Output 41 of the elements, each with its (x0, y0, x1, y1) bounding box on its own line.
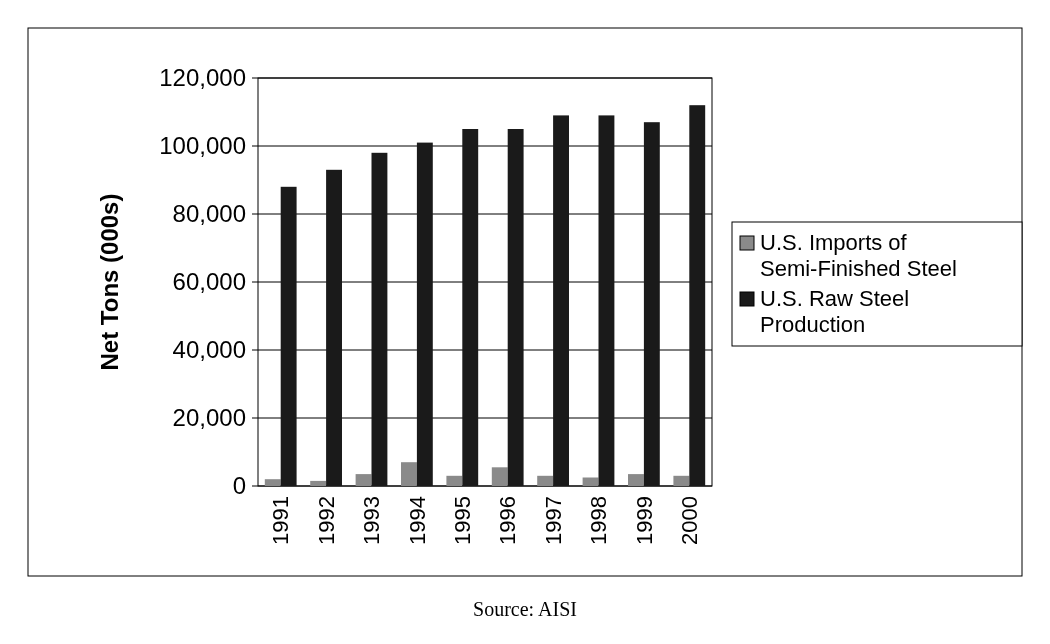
bar (507, 129, 524, 486)
x-tick-label: 1993 (359, 496, 385, 545)
x-tick-label: 1997 (540, 496, 566, 545)
x-tick-label: 1995 (450, 496, 475, 545)
bar (401, 462, 417, 486)
bar (643, 122, 660, 486)
y-tick-label: 120,000 (159, 64, 246, 92)
x-tick-label: 1994 (404, 496, 430, 545)
bar (355, 474, 372, 486)
y-tick-label: 60,000 (172, 268, 246, 296)
bar (628, 474, 644, 486)
bar (326, 169, 342, 486)
legend-label: U.S. Imports of Semi-Finished Steel (760, 230, 957, 281)
y-tick-label: 0 (232, 472, 246, 500)
x-tick-label: 1999 (631, 496, 657, 545)
bar (689, 105, 706, 486)
bar (310, 480, 327, 486)
bar (537, 475, 554, 486)
x-tick-label: 2000 (677, 496, 702, 545)
bar (582, 477, 599, 486)
bar (673, 475, 690, 486)
x-tick-label: 1996 (495, 496, 521, 545)
y-tick-label: 40,000 (172, 336, 246, 364)
x-tick-label: 1991 (268, 496, 294, 545)
x-tick-label: 1998 (586, 496, 612, 545)
bar (553, 115, 569, 486)
x-tick-label: 1992 (313, 496, 339, 545)
bar (491, 467, 508, 486)
legend-label: U.S. Raw Steel Production (760, 286, 910, 337)
bar (446, 475, 463, 486)
bar (264, 479, 281, 486)
bar (416, 142, 433, 486)
y-tick-label: 100,000 (159, 132, 246, 160)
y-tick-label: 80,000 (172, 200, 246, 228)
source-note: Source: AISI (473, 598, 577, 620)
bar (280, 186, 297, 486)
y-tick-label: 20,000 (172, 404, 246, 432)
bar (371, 152, 388, 486)
bar (598, 115, 615, 486)
y-axis-title: Net Tons (000s) (96, 193, 123, 371)
bar (462, 129, 479, 486)
